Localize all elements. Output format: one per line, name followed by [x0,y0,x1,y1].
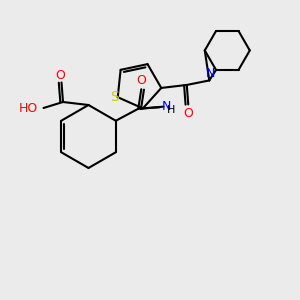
Text: O: O [136,74,146,87]
Text: N: N [206,67,215,80]
Text: HO: HO [19,102,38,115]
Text: O: O [56,69,65,82]
Text: O: O [183,107,193,120]
Text: S: S [110,90,118,104]
Text: H: H [167,105,175,115]
Text: N: N [161,100,171,113]
